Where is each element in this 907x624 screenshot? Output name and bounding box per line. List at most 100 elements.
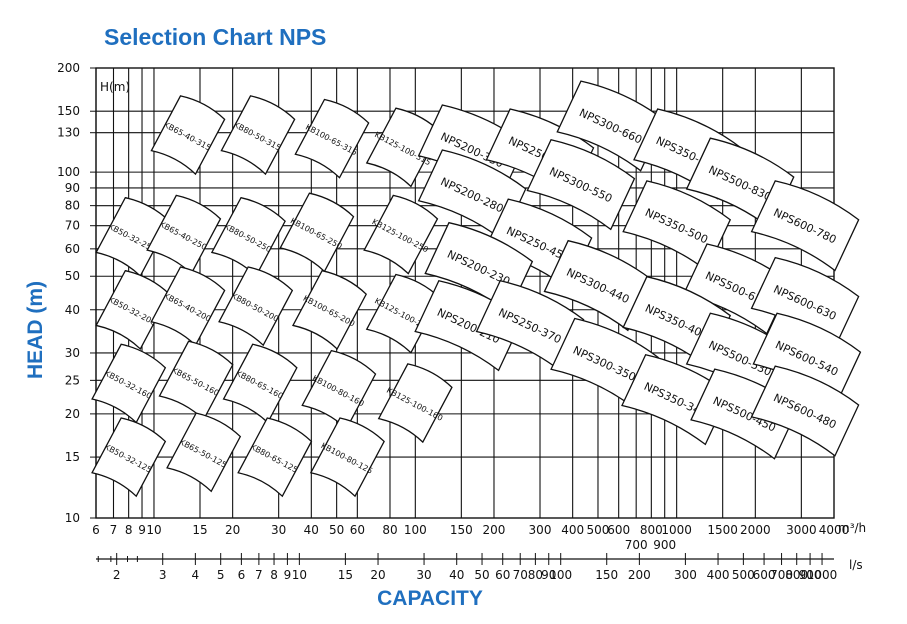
x-tick-label-m3h: 600 bbox=[607, 523, 630, 537]
pump-region-shape bbox=[91, 417, 167, 498]
x-tick-label-m3h: 800 bbox=[640, 523, 663, 537]
x-tick-label-m3h: 150 bbox=[450, 523, 473, 537]
y-tick-label: 100 bbox=[57, 165, 80, 179]
x-tick-label-m3h: 7 bbox=[110, 523, 118, 537]
y-tick-label: 10 bbox=[65, 511, 80, 525]
y-tick-label: 50 bbox=[65, 269, 80, 283]
pump-region-shape bbox=[526, 139, 636, 231]
y-tick-label: 200 bbox=[57, 61, 80, 75]
x-tick-label-m3h: 1000 bbox=[661, 523, 692, 537]
pump-region-shape bbox=[291, 269, 368, 350]
pump-region: KB50-32-125 bbox=[91, 417, 167, 498]
y-tick-label: 150 bbox=[57, 104, 80, 118]
x-tick-label-ls: 800 bbox=[785, 568, 808, 582]
x-tick-label-m3h: 3000 bbox=[786, 523, 817, 537]
pump-region-shape bbox=[220, 95, 296, 176]
x-tick-label-m3h: 60 bbox=[350, 523, 365, 537]
x-tick-label-m3h: 9 bbox=[138, 523, 146, 537]
pump-region: KB100-80-160 bbox=[301, 349, 377, 430]
x-axis-label: CAPACITY bbox=[377, 587, 483, 610]
x-tick-label-m3h: 400 bbox=[561, 523, 584, 537]
pump-region: NPS350-500 bbox=[622, 180, 732, 272]
y-tick-label: 90 bbox=[65, 181, 80, 195]
pump-region-shape bbox=[365, 107, 441, 188]
x-tick-label-m3h: 700 bbox=[625, 538, 648, 552]
pump-region-shape bbox=[543, 239, 653, 332]
pump-region: KB80-65-160 bbox=[222, 343, 298, 424]
x-tick-label-ls: 100 bbox=[549, 568, 572, 582]
pump-region: KB65-40-200 bbox=[150, 266, 226, 347]
x-tick-label-ls: 90 bbox=[541, 568, 556, 582]
x-tick-label-m3h: 1500 bbox=[707, 523, 738, 537]
pump-region-shape bbox=[237, 417, 313, 498]
x-tick-label-ls: 300 bbox=[674, 568, 697, 582]
x-tick-label-ls: 30 bbox=[416, 568, 431, 582]
x-tick-label-ls: 80 bbox=[528, 568, 543, 582]
ls-axis bbox=[96, 553, 834, 565]
x-tick-label-ls: 40 bbox=[449, 568, 464, 582]
pump-region: NPS600-780 bbox=[750, 180, 860, 272]
pump-regions: KB65-40-315 KB80-50-315 KB100-65-315 KB125-… bbox=[91, 80, 862, 498]
y-axis-label: HEAD (m) bbox=[24, 281, 47, 379]
pump-region-shape bbox=[95, 269, 171, 350]
x-tick-label-ls: 7 bbox=[255, 568, 263, 582]
x-tick-label-ls: 15 bbox=[338, 568, 353, 582]
pump-region-shape bbox=[363, 194, 439, 275]
x-tick-label-m3h: 20 bbox=[225, 523, 240, 537]
y-tick-labels: 200 150 130 100 90 80 70 60 50 40 30 25 20 15 10 bbox=[57, 61, 96, 525]
x-tick-label-ls: 400 bbox=[707, 568, 730, 582]
x-tick-label-m3h: 300 bbox=[529, 523, 552, 537]
pump-region: NPS600-540 bbox=[752, 312, 862, 404]
pump-region: KB100-65-315 bbox=[294, 98, 370, 179]
x-tick-label-ls: 150 bbox=[595, 568, 618, 582]
x-tick-label-m3h: 10 bbox=[146, 523, 161, 537]
pump-region-shape bbox=[365, 273, 441, 354]
x-tick-label-m3h: 4000 bbox=[819, 523, 850, 537]
x-tick-label-m3h: 900 bbox=[653, 538, 676, 552]
x-tick-label-ls: 8 bbox=[270, 568, 278, 582]
pump-region: KB65-40-250 bbox=[146, 194, 222, 275]
x-tick-labels-m3h: 6 7 8 9 10 15 20 30 40 50 60 80 100 150 200 300 400 50060… bbox=[92, 523, 849, 552]
x-tick-label-ls: 4 bbox=[192, 568, 200, 582]
x-tick-label-ls: 600 bbox=[753, 568, 776, 582]
x-tick-label-ls: 700 bbox=[770, 568, 793, 582]
x-tick-label-m3h: 80 bbox=[382, 523, 397, 537]
x-tick-label-m3h: 30 bbox=[271, 523, 286, 537]
x-tick-label-ls: 50 bbox=[474, 568, 489, 582]
pump-region-shape bbox=[150, 95, 226, 176]
pump-region-shape bbox=[750, 365, 860, 457]
y-tick-label: 40 bbox=[65, 303, 80, 317]
unit-m3h: m³/h bbox=[838, 521, 866, 535]
pump-region-shape bbox=[294, 98, 370, 179]
pump-region: NPS200-280 bbox=[417, 149, 527, 241]
y-tick-label: 25 bbox=[65, 373, 80, 387]
pump-region-shape bbox=[309, 417, 385, 498]
x-tick-label-ls: 3 bbox=[159, 568, 167, 582]
y-tick-label: 20 bbox=[65, 407, 80, 421]
x-tick-label-ls: 9 bbox=[284, 568, 292, 582]
pump-region: NPS300-440 bbox=[543, 239, 653, 332]
pump-region-shape bbox=[377, 363, 453, 444]
h-unit-label: H(m) bbox=[100, 80, 130, 94]
pump-region: KB50-32-200 bbox=[95, 269, 171, 350]
x-tick-label-m3h: 15 bbox=[192, 523, 207, 537]
pump-region: NPS300-550 bbox=[526, 139, 636, 231]
x-tick-label-ls: 200 bbox=[628, 568, 651, 582]
x-tick-label-m3h: 200 bbox=[483, 523, 506, 537]
y-tick-label: 70 bbox=[65, 219, 80, 233]
y-tick-label: 15 bbox=[65, 450, 80, 464]
pump-region: KB80-50-250 bbox=[210, 196, 286, 277]
pump-region-shape bbox=[218, 266, 294, 347]
x-tick-label-ls: 2 bbox=[113, 568, 121, 582]
x-tick-label-m3h: 2000 bbox=[740, 523, 771, 537]
pump-region: NPS300-660 bbox=[556, 80, 666, 172]
x-tick-label-ls: 20 bbox=[370, 568, 385, 582]
unit-ls: l/s bbox=[849, 558, 863, 572]
x-tick-label-ls: 500 bbox=[732, 568, 755, 582]
x-tick-label-ls: 60 bbox=[495, 568, 510, 582]
x-tick-label-m3h: 6 bbox=[92, 523, 100, 537]
x-tick-label-m3h: 500 bbox=[587, 523, 610, 537]
x-tick-label-m3h: 8 bbox=[125, 523, 133, 537]
